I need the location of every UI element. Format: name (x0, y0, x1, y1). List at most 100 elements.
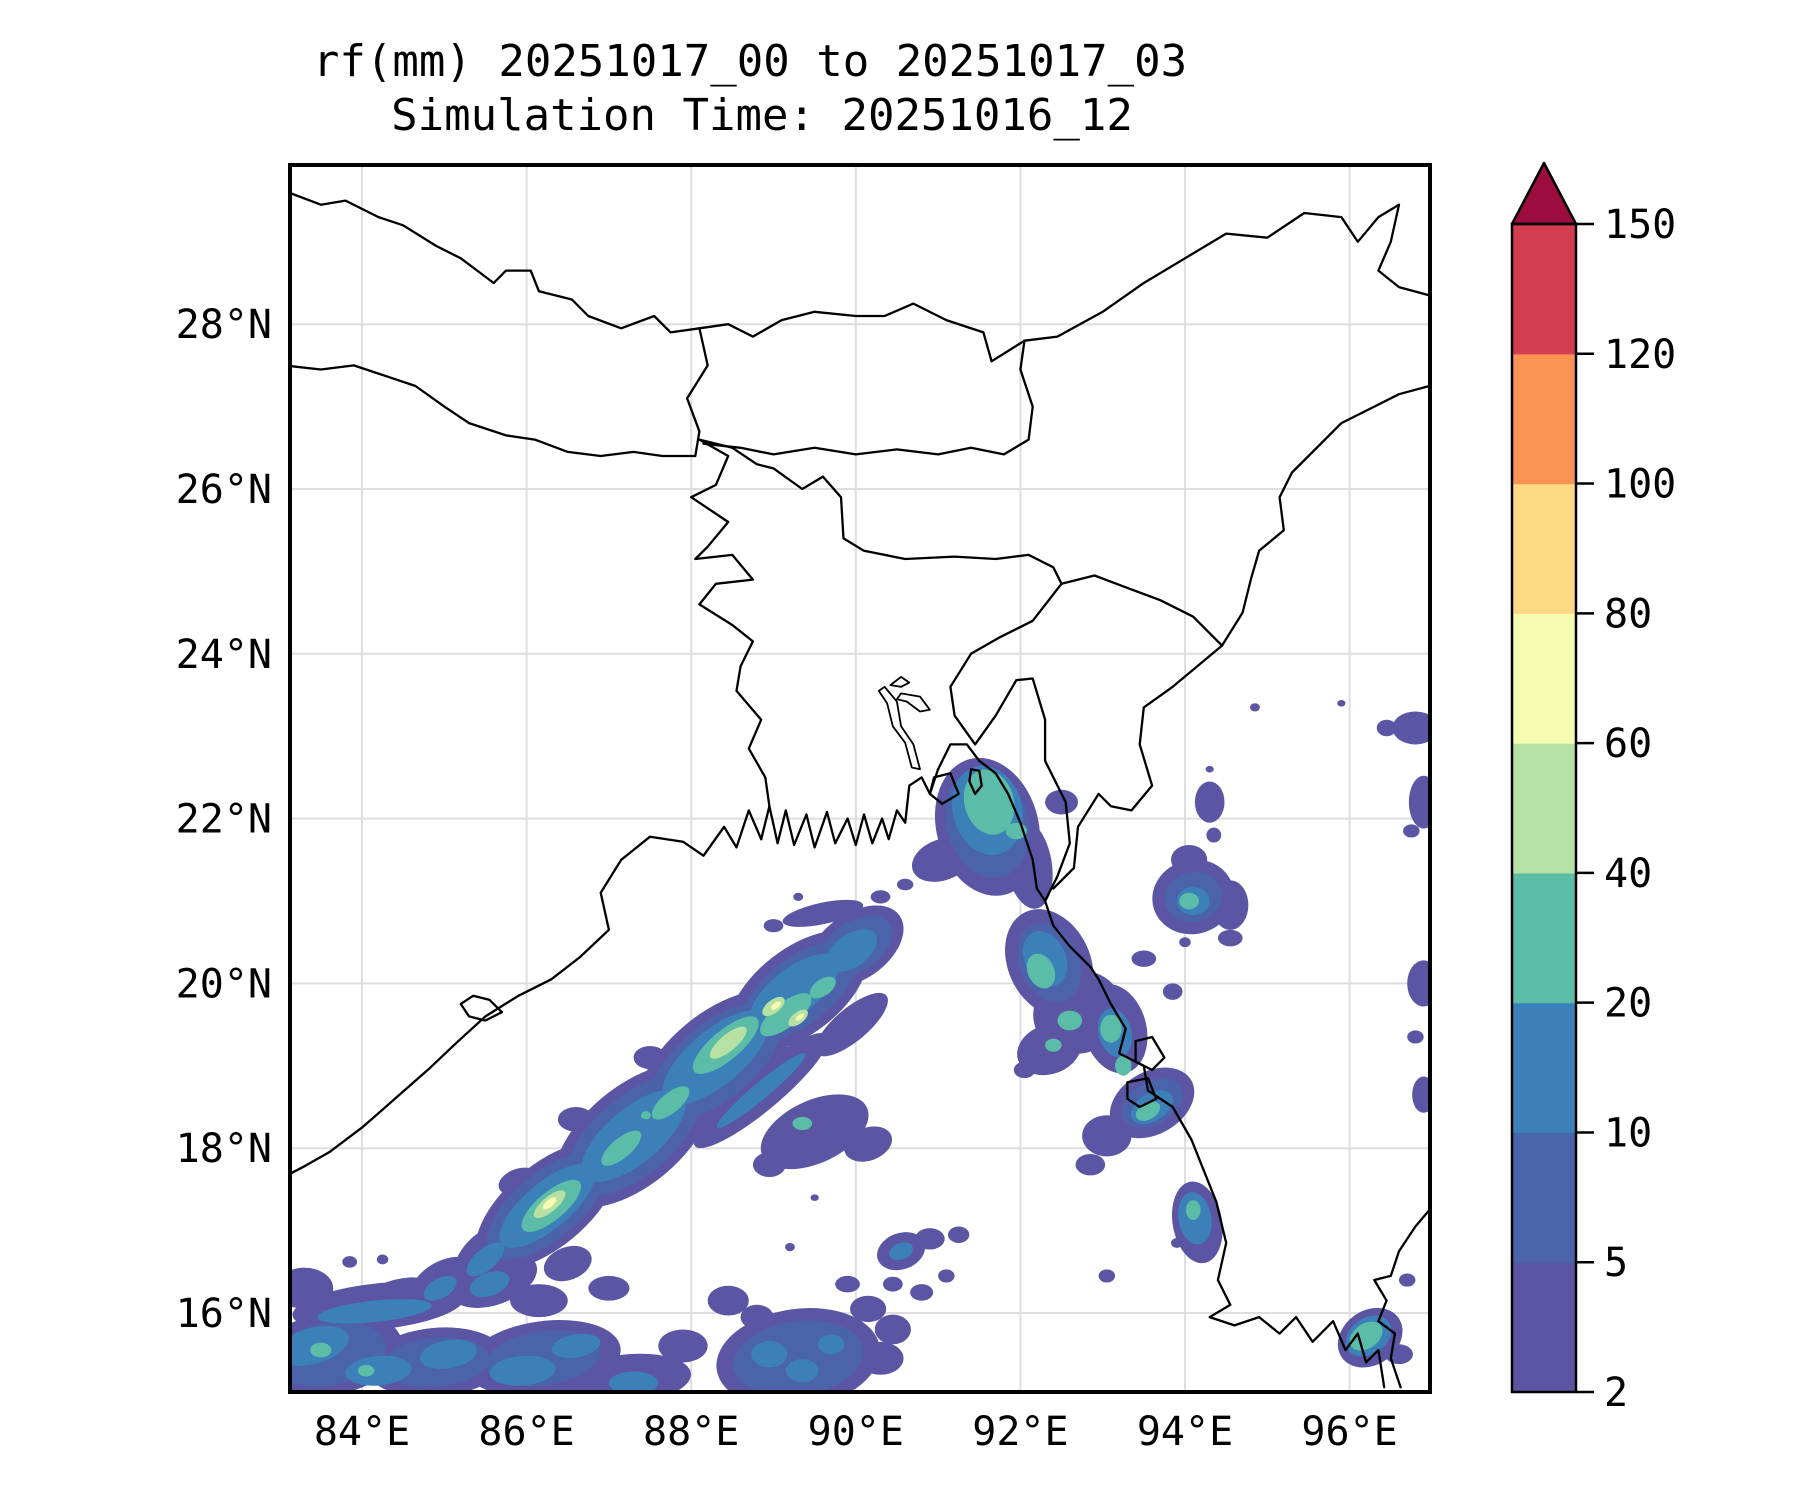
rain-cell-level-1 (785, 1242, 795, 1252)
rain-cell-level-1 (342, 1256, 358, 1268)
plot-subtitle: Simulation Time: 20251016_12 (391, 90, 1133, 141)
colorbar-tick-label: 80 (1604, 591, 1652, 637)
rain-cell-level-1 (1403, 824, 1420, 838)
colorbar-tick-label: 40 (1604, 851, 1652, 897)
rain-cell-level-4 (760, 993, 812, 1037)
rain-cell-level-4 (601, 1130, 642, 1166)
rain-cell-level-1 (1013, 1061, 1036, 1079)
rain-cell-level-3 (716, 1052, 806, 1129)
rain-cell-level-1 (793, 892, 804, 901)
rain-cell-level-3 (889, 1242, 914, 1261)
x-tick-label: 86°E (478, 1409, 574, 1455)
rain-cell-level-1 (1131, 950, 1157, 967)
rain-cell-level-1 (1045, 789, 1079, 815)
rain-cell-level-6 (771, 1001, 781, 1010)
rain-cell-level-1 (1398, 1273, 1416, 1287)
island-sandwip (968, 768, 983, 796)
rain-cell-level-1 (910, 1284, 934, 1301)
colorbar-segment (1512, 1262, 1576, 1393)
island-hatia (928, 772, 960, 805)
rain-cell-level-4 (809, 976, 836, 999)
border-duars (702, 339, 1034, 456)
y-tick-label: 20°N (176, 961, 272, 1007)
y-tick-label: 24°N (176, 632, 272, 678)
rain-cell-level-4 (357, 1364, 375, 1377)
rain-cell-level-1 (1179, 937, 1191, 948)
colorbar-segment (1512, 613, 1576, 744)
rain-cell-level-6 (795, 1013, 805, 1021)
x-tick-label: 96°E (1301, 1409, 1397, 1455)
rain-cell-level-3 (466, 1242, 505, 1277)
rain-cell-level-1 (1206, 827, 1222, 843)
colorbar-tick-label: 100 (1604, 462, 1676, 508)
colorbar-segment (1512, 743, 1576, 874)
rain-cell-level-1 (707, 1285, 749, 1316)
rain-cell-level-1 (815, 992, 888, 1057)
rainfall-contour-layer (290, 699, 1430, 1392)
rain-cell-level-1 (588, 1275, 630, 1301)
colorbar-segment (1512, 872, 1576, 1004)
rain-cell-level-1 (782, 899, 864, 927)
rain-cell-level-3 (785, 1359, 819, 1383)
rain-cell-level-1 (1171, 1238, 1183, 1248)
rain-cell-level-1 (763, 919, 784, 933)
rain-cell-level-1 (1250, 703, 1260, 712)
rain-cell-level-1 (1194, 781, 1225, 823)
rain-cell-level-1 (882, 1276, 903, 1292)
border-bangladesh-west (690, 438, 771, 808)
rain-cell-level-4 (1179, 892, 1199, 910)
rain-cell-level-1 (290, 1267, 334, 1309)
colorbar-segment (1512, 353, 1576, 485)
colorbar-tick-label: 60 (1604, 721, 1652, 767)
y-tick-label: 22°N (176, 797, 272, 843)
colorbar-outline (1510, 222, 1578, 1394)
x-axis-tick-labels: 84°E 86°E 88°E 90°E 92°E 94°E 96°E (314, 1409, 1398, 1455)
rain-cell-level-1 (1082, 1115, 1132, 1157)
border-india-myanmar (1052, 384, 1430, 890)
coastline-rakhine (1043, 899, 1386, 1389)
x-tick-label: 88°E (643, 1409, 739, 1455)
rain-cell-level-1 (658, 1329, 708, 1363)
rain-cell-level-3 (826, 929, 878, 972)
rain-cell-level-4 (1115, 1055, 1132, 1076)
rain-cell-level-1 (1162, 983, 1183, 1000)
colorbar-tick-label: 20 (1604, 981, 1652, 1027)
rain-cell-level-1 (752, 1152, 786, 1178)
rain-cell-level-1 (810, 1194, 819, 1201)
rain-cell-level-4 (651, 1086, 690, 1120)
border-nepal-south (290, 327, 709, 458)
colorbar-tick-label: 10 (1604, 1110, 1652, 1156)
rain-cell-level-1 (850, 1295, 887, 1323)
rain-cell-level-4 (1349, 1321, 1383, 1351)
x-tick-label: 84°E (314, 1409, 410, 1455)
rain-cell-level-3 (751, 1341, 788, 1368)
x-tick-label: 94°E (1137, 1409, 1233, 1455)
y-axis-tick-labels: 16°N 18°N 20°N 22°N 24°N 26°N 28°N (176, 302, 272, 1337)
rain-cell-level-1 (760, 1094, 869, 1170)
coastline-india-east (290, 809, 763, 1176)
coastline-martaban (1373, 1208, 1430, 1389)
rain-cell-level-1 (870, 890, 891, 904)
rain-cell-level-1 (857, 1341, 904, 1375)
rain-cell-level-1 (1217, 929, 1243, 947)
rain-cell-level-1 (1075, 1153, 1106, 1176)
rain-cell-level-4 (640, 1111, 651, 1120)
lake-chilika (459, 994, 504, 1022)
rain-cell-level-1 (844, 1126, 893, 1162)
colorbar-segment (1512, 483, 1576, 614)
colorbar-over-arrow (1510, 161, 1578, 226)
rain-cell-level-1 (1412, 1076, 1430, 1113)
colorbar-segment (1512, 224, 1576, 355)
rain-cell-level-4 (1026, 953, 1056, 989)
rain-cell-level-1 (510, 1284, 568, 1318)
colorbar-tick-label: 150 (1604, 202, 1676, 248)
colorbar-tick-label: 120 (1604, 332, 1676, 378)
rain-cell-level-3 (317, 1299, 432, 1324)
rain-cell-level-3 (419, 1339, 477, 1369)
rain-cell-level-1 (874, 1314, 911, 1345)
rain-cell-level-4 (963, 769, 1015, 835)
river-meghna-2 (896, 692, 931, 713)
colorbar-tick-label: 5 (1604, 1240, 1628, 1286)
colorbar-segment (1512, 1132, 1576, 1263)
